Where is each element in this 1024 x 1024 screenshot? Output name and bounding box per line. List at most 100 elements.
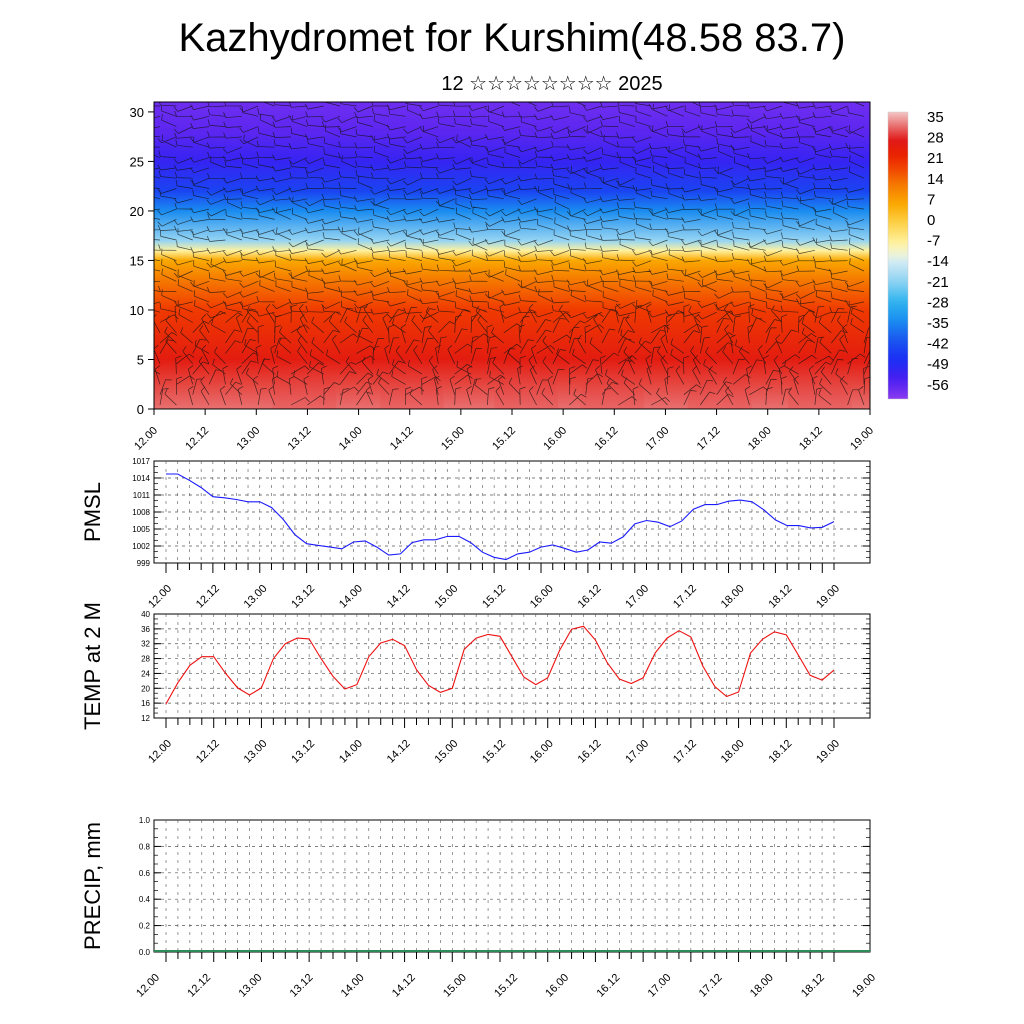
colorbar-label: -42 [927, 336, 949, 353]
temp-2m-panel: 40 36 32 28 24 20 16 12 12.00 12.12 13.00 13.12 14.0… [80, 602, 871, 766]
x-tick-label: 16.12 [576, 738, 604, 766]
y-tick-label: 1017 [132, 457, 150, 466]
x-tick-label: 18.00 [746, 425, 774, 453]
x-tick-label: 17.12 [697, 972, 725, 1000]
y-tick-label: 25 [130, 154, 144, 169]
y-axis-title: PRECIP, mm [80, 822, 105, 950]
x-tick-label: 14.00 [337, 738, 365, 766]
colorbar-label: 28 [927, 130, 944, 147]
x-tick-label: 15.00 [432, 583, 460, 611]
y-tick-label: 20 [130, 204, 144, 219]
x-tick-label: 13.12 [289, 583, 317, 611]
y-tick-label: 1005 [132, 525, 150, 534]
cross-section-panel: 0 5 10 15 20 25 30 12.00 12.12 13.00 13.12 14.00 14… [130, 101, 876, 453]
x-tick-label: 15.12 [490, 425, 518, 453]
y-tick-label: 5 [137, 352, 144, 367]
x-tick-label: 14.12 [385, 738, 413, 766]
page-subtitle: 12 ☆☆☆☆☆☆☆☆ 2025 [441, 73, 663, 95]
series-line [165, 625, 835, 705]
x-tick-label: 14.12 [390, 972, 418, 1000]
x-tick-label: 19.00 [814, 583, 842, 611]
x-tick-label: 15.12 [480, 738, 508, 766]
y-tick-label: 16 [141, 699, 150, 708]
y-tick-label: 999 [137, 559, 151, 568]
cross-section-y-axis: 0 5 10 15 20 25 30 [130, 105, 154, 417]
y-tick-label: 15 [130, 253, 144, 268]
colorbar-label: 0 [927, 212, 935, 229]
x-tick-label: 18.12 [797, 425, 825, 453]
y-tick-label: 32 [141, 640, 150, 649]
x-tick-label: 13.12 [286, 425, 314, 453]
x-tick-label: 13.00 [242, 738, 270, 766]
x-tick-label: 17.12 [671, 738, 699, 766]
x-tick-label: 13.12 [289, 738, 317, 766]
colorbar-label: -21 [927, 274, 949, 291]
y-tick-label: 12 [141, 714, 150, 723]
x-tick-label: 16.12 [592, 425, 620, 453]
wind-barb-field [154, 102, 870, 406]
page-title: Kazhydromet for Kurshim(48.58 83.7) [178, 16, 846, 60]
y-tick-label: 1002 [132, 542, 150, 551]
y-tick-label: 24 [141, 669, 150, 678]
x-tick-label: 16.00 [541, 425, 569, 453]
x-tick-label: 16.00 [528, 738, 556, 766]
y-tick-label: 0.4 [139, 895, 151, 904]
colorbar-label: -35 [927, 315, 949, 332]
x-tick-label: 12.00 [132, 425, 160, 453]
x-tick-label: 16.00 [543, 972, 571, 1000]
cross-section-x-axis: 12.00 12.12 13.00 13.12 14.00 14.12 15.00 15.12… [132, 409, 876, 453]
warm-cell [494, 339, 559, 409]
y-tick-label: 1014 [132, 474, 150, 483]
colorbar-label: 35 [927, 109, 944, 126]
x-tick-label: 16.12 [576, 583, 604, 611]
x-tick-label: 16.00 [528, 583, 556, 611]
colorbar-label: -14 [927, 253, 949, 270]
x-tick-label: 17.00 [646, 972, 674, 1000]
y-tick-label: 0.0 [139, 948, 151, 957]
x-tick-label: 14.00 [337, 583, 365, 611]
x-tick-label: 15.12 [492, 972, 520, 1000]
x-tick-label: 17.00 [623, 583, 651, 611]
x-tick-label: 17.12 [671, 583, 699, 611]
colorbar-label: 21 [927, 150, 944, 167]
x-tick-label: 12.12 [185, 972, 213, 1000]
x-tick-label: 14.12 [385, 583, 413, 611]
x-tick-label: 18.12 [766, 738, 794, 766]
x-tick-label: 12.12 [183, 425, 211, 453]
colorbar-label: 14 [927, 171, 944, 188]
y-tick-label: 36 [141, 625, 150, 634]
y-tick-label: 1.0 [139, 816, 151, 825]
x-tick-label: 18.00 [719, 738, 747, 766]
x-tick-label: 17.00 [623, 738, 651, 766]
y-tick-label: 30 [130, 105, 144, 120]
x-tick-label: 15.00 [439, 425, 467, 453]
series-line [166, 473, 835, 561]
warm-cell [272, 339, 337, 409]
x-tick-label: 15.00 [432, 738, 460, 766]
colorbar-label: -7 [927, 233, 940, 250]
x-tick-label: 13.12 [288, 972, 316, 1000]
x-tick-label: 14.00 [337, 425, 365, 453]
y-tick-label: 10 [130, 303, 144, 318]
x-tick-label: 15.00 [441, 972, 469, 1000]
y-tick-label: 0.6 [139, 869, 151, 878]
y-axis-title: PMSL [80, 482, 105, 542]
colorbar-label: -49 [927, 356, 949, 373]
x-tick-label: 18.12 [799, 972, 827, 1000]
x-tick-label: 12.12 [194, 738, 222, 766]
x-tick-label: 12.12 [194, 583, 222, 611]
x-tick-label: 13.00 [234, 425, 262, 453]
colorbar-label: -28 [927, 294, 949, 311]
x-tick-label: 14.12 [388, 425, 416, 453]
precip-panel: 1.0 0.8 0.6 0.4 0.2 0.0 12.00 12.12 13.00 13.12 14… [80, 816, 878, 1000]
x-tick-label: 18.00 [748, 972, 776, 1000]
pmsl-panel: 1017 1014 1011 1008 1005 1002 999 12.00 12.12 13.… [80, 457, 871, 611]
x-tick-label: 18.00 [719, 583, 747, 611]
warm-cell [379, 339, 444, 409]
x-tick-label: 13.00 [242, 583, 270, 611]
y-tick-label: 20 [141, 684, 150, 693]
x-tick-label: 14.00 [339, 972, 367, 1000]
x-tick-label: 17.00 [644, 425, 672, 453]
colorbar-label: -56 [927, 377, 949, 394]
